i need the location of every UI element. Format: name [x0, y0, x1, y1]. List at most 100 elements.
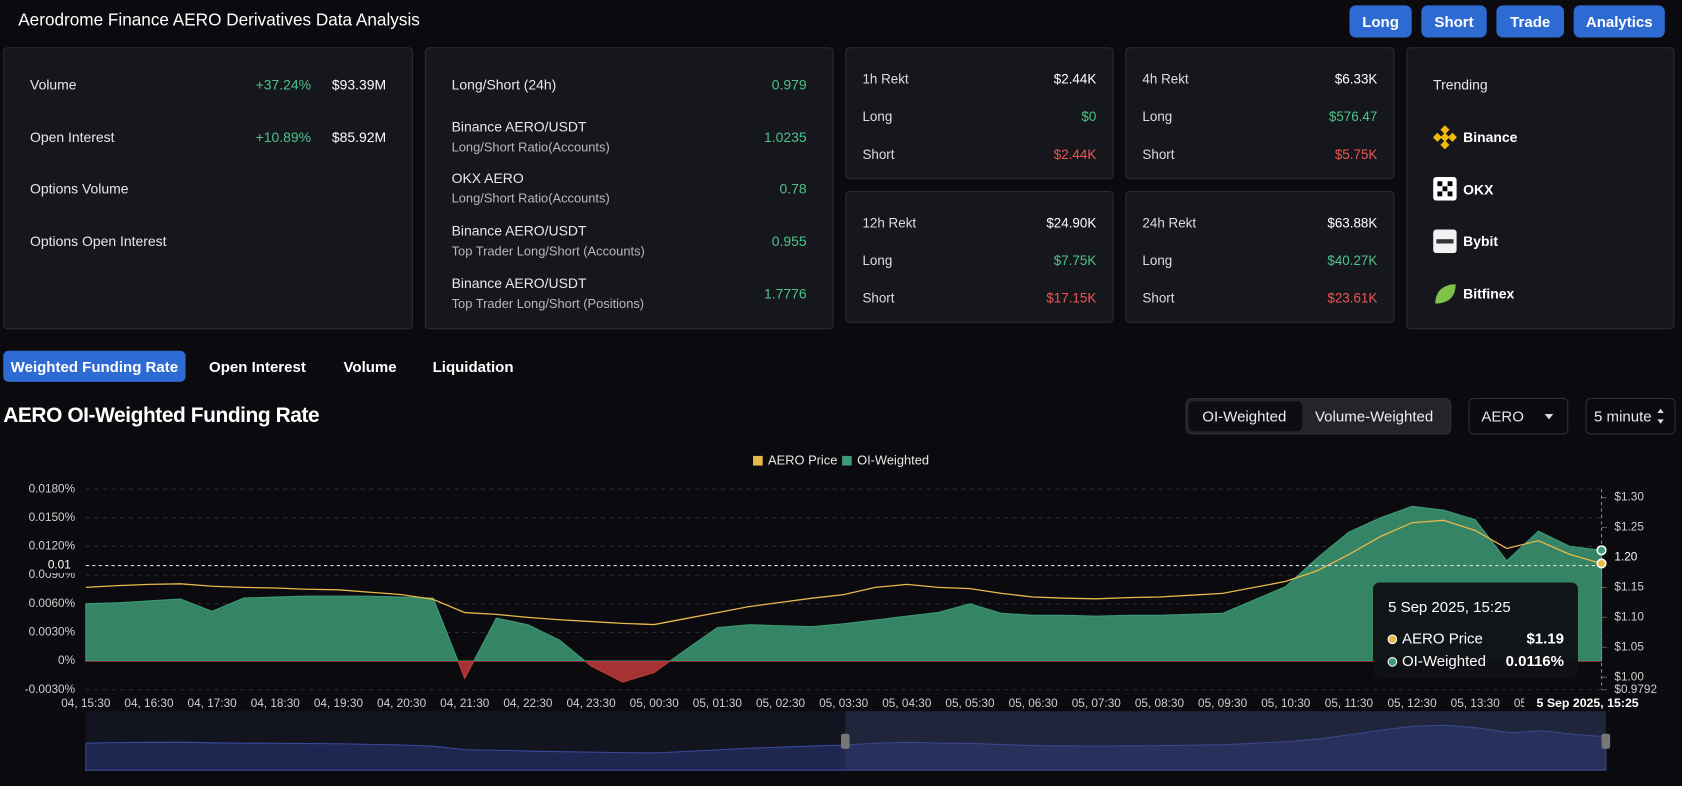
x-tick-label: 05, 04:30 — [882, 697, 932, 710]
rekt-card: 4h Rekt$6.33KLong$576.47Short$5.75K — [1125, 47, 1394, 179]
navigator-selection — [845, 711, 1606, 770]
y2-tick-label: $1.10 — [1614, 610, 1644, 623]
x-tick-label: 05, 10:30 — [1261, 697, 1311, 710]
x-tick-label: 05, 09:30 — [1198, 697, 1248, 710]
rekt-value: $24.90K — [1046, 216, 1096, 231]
metric-value: $93.39M — [332, 77, 386, 93]
metric-label: Options Open Interest — [30, 233, 166, 249]
asset-caret — [1545, 414, 1554, 419]
price-point — [1597, 559, 1606, 568]
interval-caret-down — [1657, 419, 1663, 423]
tooltip-series-name: AERO Price — [1402, 630, 1483, 647]
ratio-sublabel: Long/Short Ratio(Accounts) — [452, 191, 610, 206]
rekt-label: 4h Rekt — [1142, 72, 1188, 87]
tooltip-dot — [1388, 658, 1397, 667]
rekt-value: $63.88K — [1327, 216, 1377, 231]
tab[interactable]: Open Interest — [209, 358, 306, 375]
x-tick-label: 04, 17:30 — [188, 697, 238, 710]
mode-option[interactable]: OI-Weighted — [1202, 408, 1286, 425]
ratios-card: Long/Short (24h) 0.979 Binance AERO/USDT Lo… — [425, 47, 834, 329]
rekt-card: 24h Rekt$63.88KLong$40.27KShort$23.61K — [1125, 191, 1394, 323]
x-tick-label: 05, 13:30 — [1451, 697, 1501, 710]
ratio-label: Long/Short (24h) — [452, 77, 557, 93]
ratio-value: 1.7776 — [764, 286, 807, 302]
rekt-label: 12h Rekt — [862, 216, 916, 231]
tab[interactable]: Volume — [344, 358, 397, 375]
rekt-label: Long — [1142, 109, 1172, 124]
ratio-label: Binance AERO/USDT — [452, 223, 587, 239]
nav-button[interactable]: Long — [1349, 5, 1411, 37]
rekt-value: $40.27K — [1327, 253, 1377, 268]
y2-tick-label: $1.30 — [1614, 491, 1644, 504]
tooltip-value: 0.0116% — [1506, 653, 1564, 670]
tooltip-value: $1.19 — [1526, 630, 1564, 647]
nav-button[interactable]: Analytics — [1574, 5, 1665, 37]
ratio-label: OKX AERO — [452, 170, 524, 186]
y-tick-label: 0% — [58, 654, 76, 667]
x-tick-label: 04, 15:30 — [61, 697, 111, 710]
x-tick-label: 05, 00:30 — [630, 697, 680, 710]
metric-change: +10.89% — [256, 129, 311, 145]
x-tick-label: 04, 20:30 — [377, 697, 427, 710]
rekt-value: $0 — [1081, 109, 1096, 124]
ratio-sublabel: Long/Short Ratio(Accounts) — [452, 139, 610, 154]
ratio-value: 0.979 — [772, 77, 807, 93]
rekt-value: $17.15K — [1046, 291, 1096, 306]
rekt-value: $576.47 — [1329, 109, 1377, 124]
x-tick-label: 05, 11:30 — [1325, 697, 1374, 710]
x-tick-label: 05, 08:30 — [1135, 697, 1185, 710]
navigator-handle[interactable] — [1602, 734, 1611, 749]
oi-point — [1597, 546, 1606, 555]
tab[interactable]: Weighted Funding Rate — [11, 358, 178, 375]
x-tick-label: 05, 07:30 — [1072, 697, 1122, 710]
y2-tick-label: $1.25 — [1614, 521, 1644, 534]
y-tick-label: 0.0150% — [29, 511, 76, 524]
nav-button[interactable]: Short — [1421, 5, 1486, 37]
rekt-value: $2.44K — [1054, 72, 1097, 87]
metric-label: Options Volume — [30, 181, 128, 197]
x-tick-label: 04, 18:30 — [251, 697, 301, 710]
x-tick-label: 05, 06:30 — [1009, 697, 1059, 710]
tooltip-series-name: OI-Weighted — [1402, 653, 1486, 670]
rekt-label: 1h Rekt — [862, 72, 908, 87]
tooltip-dot — [1388, 635, 1397, 644]
crosshair-y-label: 0.01 — [48, 559, 71, 572]
x-tick-label: 04, 16:30 — [124, 697, 174, 710]
rekt-label: Short — [862, 147, 894, 162]
ratio-sublabel: Top Trader Long/Short (Positions) — [452, 296, 644, 311]
rekt-label: 24h Rekt — [1142, 216, 1196, 231]
metric-label: Open Interest — [30, 129, 115, 145]
nav-button[interactable]: Trade — [1496, 5, 1564, 37]
x-tick-label: 04, 21:30 — [440, 697, 490, 710]
rekt-card: 1h Rekt$2.44KLong$0Short$2.44K — [845, 47, 1113, 179]
rekt-label: Long — [1142, 253, 1172, 268]
metric-value: $85.92M — [332, 129, 386, 145]
y-tick-label: 0.0180% — [29, 482, 76, 495]
interval-value: 5 minute — [1594, 408, 1652, 425]
overview-card: Volume+37.24%$93.39MOpen Interest+10.89%… — [3, 47, 413, 329]
metric-label: Volume — [30, 77, 77, 93]
navigator-handle[interactable] — [841, 734, 850, 749]
legend-swatch — [842, 456, 852, 466]
rekt-value: $6.33K — [1335, 72, 1378, 87]
legend-label: OI-Weighted — [857, 453, 929, 468]
tooltip-title: 5 Sep 2025, 15:25 — [1388, 599, 1511, 616]
legend-label: AERO Price — [768, 453, 837, 468]
x-tick-label: 04, 22:30 — [503, 697, 553, 710]
y2-tick-label: $1.00 — [1614, 670, 1644, 683]
ratio-label: Binance AERO/USDT — [452, 119, 587, 135]
y2-tick-label: $0.9792 — [1614, 683, 1657, 696]
x-tick-label: 04, 19:30 — [314, 697, 364, 710]
rekt-card: 12h Rekt$24.90KLong$7.75KShort$17.15K — [845, 191, 1113, 323]
x-tick-label: 05, 01:30 — [693, 697, 743, 710]
tab[interactable]: Liquidation — [433, 358, 514, 375]
crosshair-y2-label: 1.20 — [1614, 551, 1637, 564]
rekt-value: $23.61K — [1327, 291, 1377, 306]
rekt-label: Long — [862, 253, 892, 268]
y-tick-label: 0.0120% — [29, 540, 76, 553]
x-tick-label: 05, 12:30 — [1388, 697, 1438, 710]
mode-option[interactable]: Volume-Weighted — [1315, 408, 1433, 425]
rekt-value: $2.44K — [1054, 147, 1097, 162]
